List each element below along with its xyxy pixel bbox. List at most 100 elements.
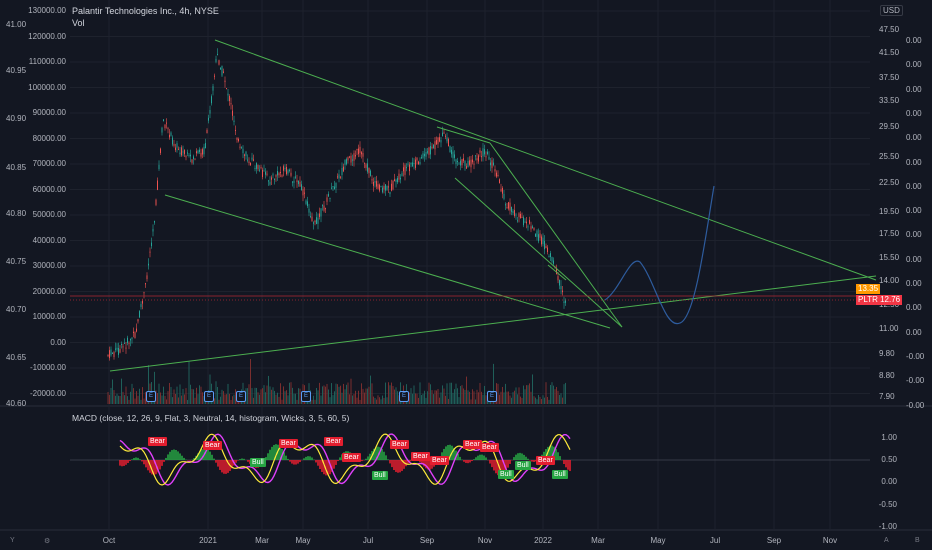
price-axis-label: 41.50 bbox=[879, 48, 900, 57]
macd-histogram-bar bbox=[567, 460, 569, 470]
volume-bar bbox=[475, 399, 476, 404]
earnings-marker[interactable]: E bbox=[146, 391, 156, 402]
right-axis-label: 0.00 bbox=[906, 230, 922, 240]
macd-histogram-bar bbox=[327, 460, 329, 476]
earnings-marker[interactable]: E bbox=[399, 391, 409, 402]
candle-body bbox=[113, 351, 115, 358]
volume-bar bbox=[467, 390, 469, 404]
macd-axis-label: 1.00 bbox=[881, 433, 897, 442]
macd-histogram-bar bbox=[139, 459, 141, 460]
right-axis-label: 0.00 bbox=[906, 327, 922, 337]
candle-body bbox=[215, 58, 217, 62]
candle-body bbox=[427, 151, 428, 153]
macd-histogram-bar bbox=[157, 460, 159, 473]
candle-body bbox=[260, 167, 262, 169]
volume-bar bbox=[199, 385, 200, 404]
macd-histogram-bar bbox=[445, 446, 447, 460]
candle-body bbox=[323, 205, 325, 211]
volume-bar bbox=[181, 395, 182, 404]
macd-histogram-bar bbox=[337, 460, 339, 462]
candle-body bbox=[272, 174, 274, 176]
macd-histogram-bar bbox=[289, 460, 291, 462]
time-axis-label: May bbox=[295, 536, 311, 545]
volume-bar bbox=[232, 396, 233, 404]
candle-body bbox=[461, 159, 463, 166]
candle-body bbox=[256, 163, 257, 169]
volume-bar bbox=[194, 397, 196, 404]
macd-histogram-bar bbox=[523, 454, 525, 460]
macd-histogram-bar bbox=[227, 460, 229, 473]
candle-body bbox=[515, 214, 517, 216]
volume-bar bbox=[386, 397, 388, 404]
volume-bar bbox=[551, 382, 553, 404]
volume-axis-label: 70000.00 bbox=[32, 159, 66, 168]
macd-histogram-bar bbox=[161, 460, 163, 466]
volume-bar bbox=[430, 384, 431, 404]
macd-histogram-bar bbox=[403, 460, 405, 469]
volume-bar bbox=[527, 385, 529, 404]
volume-bar bbox=[347, 382, 349, 404]
volume-bar bbox=[557, 390, 559, 404]
candle-body bbox=[374, 181, 376, 183]
volume-bar bbox=[550, 384, 551, 404]
volume-bar bbox=[136, 391, 137, 404]
volume-bar bbox=[268, 375, 269, 404]
volume-bar bbox=[352, 395, 353, 404]
volume-bar bbox=[275, 394, 277, 404]
nav-a-button[interactable]: A bbox=[884, 537, 889, 544]
candle-body bbox=[395, 179, 397, 182]
candle-body bbox=[205, 143, 206, 149]
volume-bar bbox=[127, 396, 128, 404]
candle-body bbox=[479, 150, 481, 153]
right-axis-label: 0.00 bbox=[906, 303, 922, 313]
macd-histogram-bar bbox=[223, 460, 225, 474]
volume-bar bbox=[422, 393, 424, 404]
candle-body bbox=[341, 167, 343, 176]
candle-body bbox=[128, 342, 130, 344]
candle-body bbox=[197, 150, 199, 154]
volume-bar bbox=[188, 361, 190, 404]
candle-body bbox=[344, 160, 346, 165]
volume-bar bbox=[184, 394, 185, 404]
volume-bar bbox=[235, 389, 236, 404]
candle-body bbox=[185, 156, 187, 158]
candle-body bbox=[299, 181, 301, 187]
macd-histogram-bar bbox=[425, 460, 427, 469]
macd-histogram-bar bbox=[497, 460, 499, 476]
earnings-marker[interactable]: E bbox=[301, 391, 311, 402]
macd-histogram-bar bbox=[319, 460, 321, 470]
macd-histogram-bar bbox=[179, 453, 181, 460]
earnings-marker[interactable]: E bbox=[487, 391, 497, 402]
candle-body bbox=[316, 217, 317, 224]
nav-left-button[interactable]: Y bbox=[10, 537, 15, 544]
currency-button[interactable]: USD bbox=[880, 5, 903, 16]
volume-bar bbox=[154, 371, 155, 404]
candle-body bbox=[527, 226, 529, 228]
candle-body bbox=[143, 292, 145, 294]
volume-bar bbox=[217, 386, 218, 404]
volume-bar bbox=[344, 389, 346, 404]
volume-bar bbox=[452, 392, 454, 404]
right-axis-label: 0.00 bbox=[906, 60, 922, 70]
earnings-marker[interactable]: E bbox=[204, 391, 214, 402]
gear-icon[interactable]: ⚙ bbox=[44, 538, 51, 545]
price-axis-label: 15.50 bbox=[879, 253, 900, 262]
macd-histogram-bar bbox=[239, 459, 241, 460]
macd-histogram-bar bbox=[207, 449, 209, 460]
price-axis-label: 22.50 bbox=[879, 178, 900, 187]
nav-b-button[interactable]: B bbox=[915, 537, 920, 544]
macd-histogram-bar bbox=[293, 460, 295, 465]
volume-bar bbox=[529, 383, 530, 404]
trend-line bbox=[214, 39, 877, 281]
volume-bar bbox=[382, 395, 383, 404]
macd-histogram-bar bbox=[271, 446, 273, 460]
candle-body bbox=[367, 163, 368, 172]
candle-body bbox=[136, 328, 137, 332]
volume-bar bbox=[508, 391, 509, 404]
candle-body bbox=[506, 207, 508, 209]
volume-bar bbox=[277, 392, 278, 404]
earnings-marker[interactable]: E bbox=[236, 391, 246, 402]
volume-bar bbox=[283, 386, 284, 404]
candle-body bbox=[392, 181, 394, 190]
